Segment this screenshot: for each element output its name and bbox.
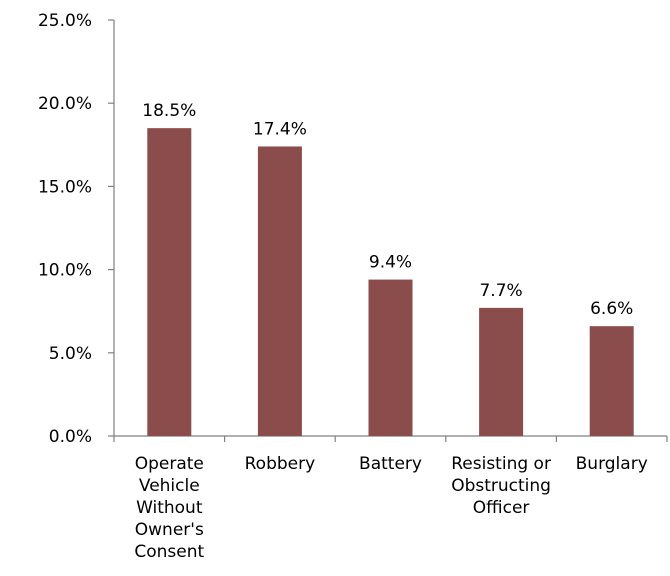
bars — [147, 128, 634, 437]
data-label: 9.4% — [369, 253, 412, 273]
category-label: Burglary — [576, 454, 648, 474]
data-label: 7.7% — [479, 281, 522, 301]
y-axis: 0.0% 5.0% 10.0% 15.0% 20.0% 25.0% — [38, 11, 115, 447]
category-label: Robbery — [245, 454, 316, 474]
category-labels: Operate Vehicle Without Owner's Consent Robbe… — [134, 454, 647, 562]
data-label: 17.4% — [253, 119, 307, 139]
bar — [257, 146, 302, 437]
y-tick-label: 10.0% — [38, 261, 92, 281]
bar — [589, 326, 634, 436]
data-label: 18.5% — [142, 101, 196, 121]
bar — [368, 279, 413, 436]
y-tick-label: 20.0% — [38, 94, 92, 114]
y-tick-label: 15.0% — [38, 177, 92, 197]
category-label: Resisting or Obstructing Officer — [451, 454, 551, 518]
data-labels: 18.5% 17.4% 9.4% 7.7% 6.6% — [142, 101, 633, 319]
category-label: Battery — [359, 454, 422, 474]
y-tick-label: 0.0% — [49, 427, 92, 447]
y-tick-label: 5.0% — [49, 344, 92, 364]
x-axis — [113, 435, 668, 442]
y-tick-label: 25.0% — [38, 11, 92, 31]
bar — [147, 128, 192, 436]
bar — [479, 307, 524, 436]
data-label: 6.6% — [590, 299, 633, 319]
category-label: Operate Vehicle Without Owner's Consent — [134, 454, 204, 562]
